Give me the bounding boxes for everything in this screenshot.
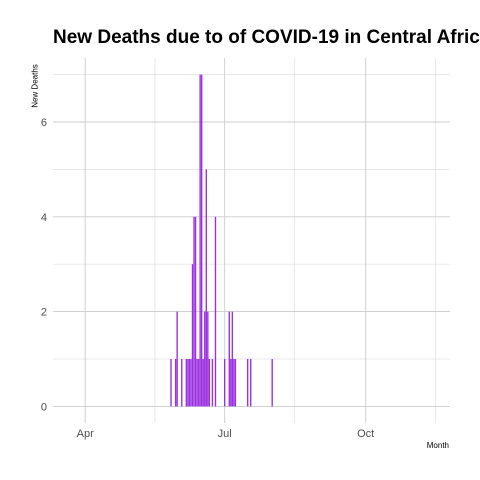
bar: [228, 311, 230, 407]
bar: [205, 169, 207, 407]
bar: [170, 359, 172, 407]
bar: [271, 359, 273, 407]
tick-labels: 0 2 4 6 Apr Jul Oct: [41, 117, 374, 440]
bar: [214, 216, 217, 407]
bar: [191, 264, 194, 407]
bar: [187, 359, 189, 407]
x-tick-label: Oct: [357, 428, 374, 440]
bar: [194, 216, 197, 407]
bar: [234, 359, 237, 407]
y-tick-label: 0: [41, 401, 47, 413]
bars: [170, 74, 273, 407]
x-tick-label: Apr: [77, 428, 94, 440]
bar: [204, 311, 206, 407]
x-axis-label: Month: [426, 441, 449, 450]
y-tick-label: 6: [41, 117, 47, 129]
bar: [231, 311, 234, 407]
bar: [181, 359, 183, 407]
bar: [200, 74, 203, 407]
y-tick-label: 2: [41, 307, 47, 319]
bar: [197, 359, 200, 407]
bar: [250, 359, 252, 407]
bar: [202, 359, 204, 407]
bar: [230, 359, 232, 407]
bar: [223, 359, 226, 407]
bar: [211, 359, 214, 407]
major-gridlines: [53, 58, 450, 423]
chart-title: New Deaths due to of COVID-19 in Central…: [53, 27, 480, 48]
bar: [188, 359, 191, 407]
x-tick-label: Jul: [218, 428, 232, 440]
bar: [193, 216, 195, 407]
bar: [207, 311, 209, 407]
bar: [233, 359, 235, 407]
bar: [208, 359, 211, 407]
y-tick-label: 4: [41, 212, 47, 224]
bar: [199, 74, 201, 407]
bar: [176, 311, 178, 407]
bar: [174, 359, 177, 407]
minor-gridlines: [53, 58, 450, 423]
bar: [190, 359, 192, 407]
bar: [196, 359, 198, 407]
bar: [185, 359, 188, 407]
bar: [246, 359, 249, 407]
